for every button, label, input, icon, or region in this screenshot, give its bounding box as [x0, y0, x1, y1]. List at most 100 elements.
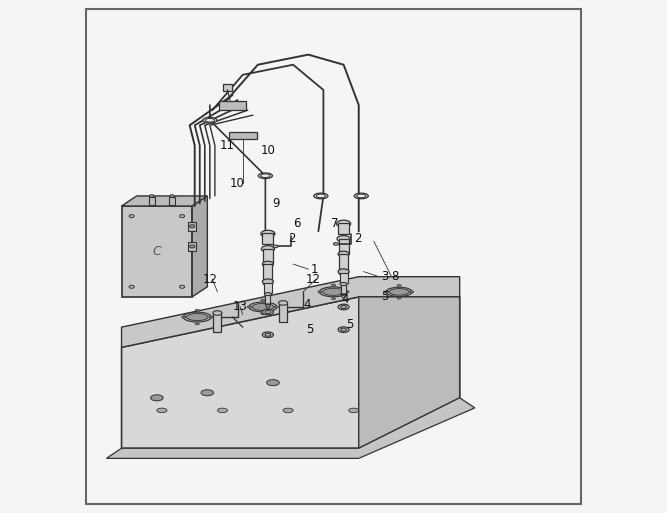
- Ellipse shape: [129, 214, 134, 218]
- Text: 13: 13: [233, 301, 247, 313]
- Ellipse shape: [209, 316, 213, 318]
- Bar: [265, 295, 270, 304]
- Ellipse shape: [345, 291, 349, 293]
- Bar: [339, 239, 349, 254]
- Bar: [339, 254, 348, 274]
- Ellipse shape: [195, 309, 199, 311]
- Ellipse shape: [357, 194, 366, 198]
- Ellipse shape: [338, 327, 349, 332]
- Polygon shape: [192, 196, 207, 297]
- Text: 4: 4: [341, 293, 349, 306]
- Ellipse shape: [341, 305, 347, 308]
- Ellipse shape: [341, 328, 347, 331]
- Text: 4: 4: [303, 298, 311, 311]
- Text: 2: 2: [288, 232, 295, 245]
- Ellipse shape: [349, 408, 359, 412]
- Ellipse shape: [397, 285, 401, 287]
- Ellipse shape: [386, 287, 412, 297]
- Ellipse shape: [247, 306, 251, 308]
- Ellipse shape: [265, 310, 271, 313]
- Ellipse shape: [264, 292, 271, 296]
- Bar: [338, 223, 349, 234]
- Ellipse shape: [205, 119, 215, 122]
- Ellipse shape: [179, 214, 185, 218]
- Bar: [263, 249, 273, 264]
- Polygon shape: [359, 297, 460, 448]
- Text: 6: 6: [293, 217, 301, 230]
- Ellipse shape: [149, 194, 154, 197]
- Bar: [263, 264, 272, 284]
- Ellipse shape: [203, 117, 217, 123]
- Ellipse shape: [410, 291, 414, 293]
- Ellipse shape: [129, 285, 134, 288]
- Ellipse shape: [249, 302, 277, 312]
- Ellipse shape: [261, 174, 270, 177]
- Ellipse shape: [283, 408, 293, 412]
- Ellipse shape: [151, 395, 163, 401]
- Polygon shape: [107, 398, 475, 459]
- Text: 7: 7: [331, 217, 338, 230]
- Bar: [223, 84, 232, 91]
- Polygon shape: [121, 196, 207, 206]
- Ellipse shape: [181, 316, 185, 318]
- Polygon shape: [121, 277, 460, 347]
- Ellipse shape: [384, 291, 389, 293]
- Ellipse shape: [261, 230, 275, 238]
- Ellipse shape: [323, 288, 344, 295]
- Ellipse shape: [340, 283, 347, 286]
- Ellipse shape: [354, 193, 368, 199]
- Text: 5: 5: [346, 318, 354, 331]
- Bar: [262, 233, 273, 244]
- Ellipse shape: [334, 243, 339, 245]
- Ellipse shape: [262, 261, 273, 267]
- Ellipse shape: [313, 193, 328, 199]
- Polygon shape: [121, 206, 192, 297]
- Ellipse shape: [279, 301, 287, 305]
- Text: 5: 5: [305, 323, 313, 336]
- Ellipse shape: [318, 291, 322, 293]
- Ellipse shape: [338, 251, 349, 256]
- Ellipse shape: [267, 380, 279, 386]
- Ellipse shape: [217, 408, 227, 412]
- Bar: [219, 101, 246, 110]
- Ellipse shape: [262, 309, 273, 315]
- Ellipse shape: [157, 408, 167, 412]
- Bar: [229, 132, 257, 139]
- Bar: [188, 222, 196, 231]
- Ellipse shape: [261, 313, 265, 315]
- Bar: [213, 312, 221, 332]
- Bar: [188, 242, 196, 251]
- Ellipse shape: [316, 194, 325, 198]
- Text: 8: 8: [392, 270, 399, 283]
- Text: 10: 10: [260, 144, 275, 157]
- Ellipse shape: [331, 298, 336, 300]
- Bar: [279, 302, 287, 322]
- Ellipse shape: [265, 333, 271, 336]
- Text: 11: 11: [220, 139, 235, 152]
- Ellipse shape: [397, 297, 401, 299]
- Ellipse shape: [183, 312, 211, 322]
- Text: 10: 10: [230, 177, 245, 190]
- Ellipse shape: [189, 245, 195, 248]
- Ellipse shape: [274, 306, 278, 308]
- Bar: [340, 272, 348, 283]
- Text: 1: 1: [311, 263, 318, 275]
- Ellipse shape: [252, 303, 273, 310]
- Text: 2: 2: [354, 232, 362, 245]
- Ellipse shape: [213, 311, 222, 315]
- Ellipse shape: [189, 225, 195, 228]
- Bar: [341, 285, 346, 294]
- Ellipse shape: [338, 269, 349, 274]
- Ellipse shape: [319, 287, 348, 297]
- Bar: [264, 283, 272, 293]
- Ellipse shape: [261, 246, 274, 252]
- Ellipse shape: [187, 313, 208, 321]
- Bar: [169, 197, 175, 205]
- Ellipse shape: [169, 194, 174, 197]
- Ellipse shape: [262, 332, 273, 338]
- Text: 12: 12: [202, 273, 217, 286]
- Ellipse shape: [337, 235, 350, 242]
- Ellipse shape: [390, 288, 409, 295]
- Bar: [149, 197, 155, 205]
- Polygon shape: [121, 297, 460, 448]
